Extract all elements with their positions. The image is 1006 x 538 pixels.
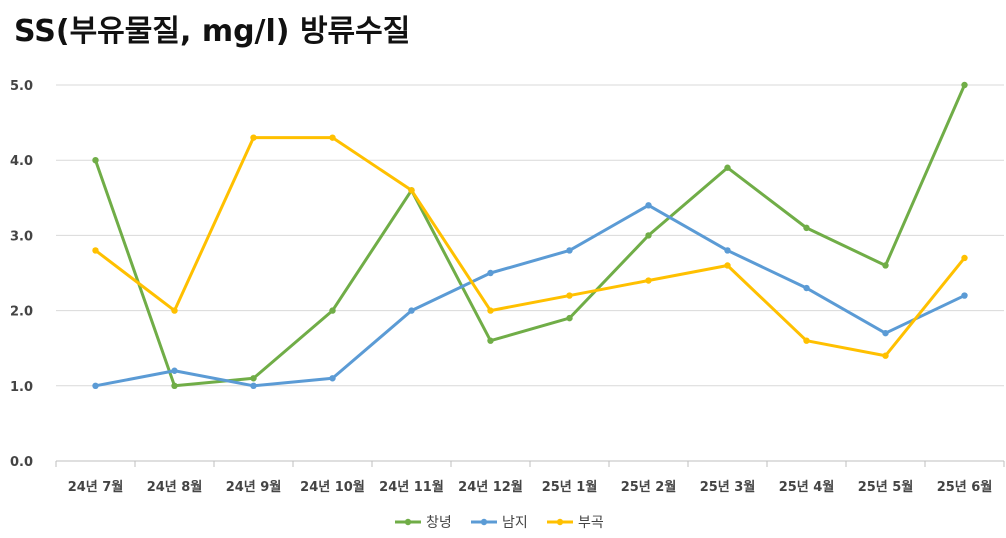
data-point xyxy=(250,134,257,141)
legend-item: 창녕 xyxy=(395,515,452,531)
y-tick-label: 0.0 xyxy=(10,455,33,470)
data-point xyxy=(803,284,810,292)
data-point xyxy=(961,254,968,262)
legend-marker xyxy=(480,518,488,526)
legend-item: 남지 xyxy=(471,515,528,531)
data-point xyxy=(645,202,652,209)
legend-item: 부곡 xyxy=(547,515,604,531)
x-tick-label: 25년 1월 xyxy=(542,479,598,495)
y-tick-label: 1.0 xyxy=(10,380,33,395)
data-point xyxy=(92,157,99,164)
x-tick-label: 24년 11월 xyxy=(379,479,444,495)
data-point xyxy=(171,382,178,389)
data-point xyxy=(329,307,336,314)
data-point xyxy=(566,247,573,254)
data-point xyxy=(250,375,257,382)
x-tick-label: 24년 9월 xyxy=(226,479,282,495)
data-point xyxy=(882,262,889,269)
y-axis-ticks: 0.0 1.0 2.0 3.0 4.0 5.0 xyxy=(10,79,33,470)
data-point xyxy=(724,262,731,269)
legend-marker xyxy=(404,518,412,526)
y-tick-label: 5.0 xyxy=(10,79,33,94)
data-point xyxy=(408,187,415,194)
y-tick-label: 4.0 xyxy=(10,154,33,169)
data-point xyxy=(961,292,968,299)
x-tick-label: 25년 4월 xyxy=(779,479,835,495)
data-point xyxy=(92,382,99,389)
data-point xyxy=(882,329,889,337)
x-axis-ticks: 24년 7월 24년 8월 24년 9월 24년 10월 24년 11월 24년 12월 2… xyxy=(55,461,1005,495)
data-point xyxy=(724,164,731,171)
data-point xyxy=(487,307,494,314)
data-point xyxy=(408,307,415,314)
data-point xyxy=(566,292,573,299)
data-point xyxy=(803,224,810,232)
legend-label: 남지 xyxy=(502,515,528,531)
series-line-남지 xyxy=(94,203,966,388)
x-tick-label: 25년 2월 xyxy=(621,479,677,495)
x-tick-label: 25년 5월 xyxy=(858,479,914,495)
legend: 창녕 남지 부곡 xyxy=(395,515,604,531)
x-tick-label: 24년 12월 xyxy=(458,479,523,495)
x-tick-label: 24년 7월 xyxy=(68,479,124,495)
x-tick-label: 25년 6월 xyxy=(937,479,993,495)
x-tick-label: 24년 10월 xyxy=(300,479,365,495)
legend-marker xyxy=(556,518,564,526)
legend-label: 창녕 xyxy=(426,515,452,531)
data-point xyxy=(803,337,810,344)
data-point xyxy=(250,382,257,389)
chart-title: SS(부유물질, mg/l) 방류수질 xyxy=(14,14,411,49)
data-point xyxy=(724,247,731,254)
gridlines xyxy=(56,84,1004,462)
data-point xyxy=(961,81,968,89)
data-point xyxy=(92,247,99,254)
data-point xyxy=(329,375,336,382)
data-point xyxy=(171,367,178,374)
data-point xyxy=(487,337,494,344)
legend-label: 부곡 xyxy=(578,515,604,531)
data-point xyxy=(487,269,494,277)
series-line-부곡 xyxy=(94,136,966,358)
x-tick-label: 24년 8월 xyxy=(147,479,203,495)
x-tick-label: 25년 3월 xyxy=(700,479,756,495)
series-line-창녕 xyxy=(94,83,966,388)
data-point xyxy=(566,314,573,322)
data-point xyxy=(645,232,652,239)
data-point xyxy=(882,352,889,359)
data-point xyxy=(171,307,178,314)
y-tick-label: 2.0 xyxy=(10,305,33,320)
data-point xyxy=(645,277,652,284)
series-lines xyxy=(92,81,968,389)
y-tick-label: 3.0 xyxy=(10,229,33,244)
data-point xyxy=(329,134,336,141)
